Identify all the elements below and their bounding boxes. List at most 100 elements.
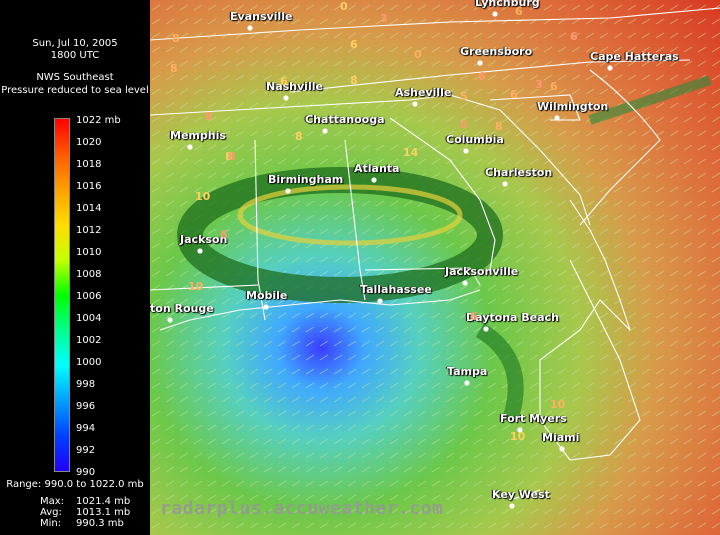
city-dot (509, 503, 515, 509)
colorbar-tick-998: 998 (76, 379, 96, 390)
pressure-contour-label: 6 (550, 80, 558, 93)
city-label: Fort Myers (500, 412, 567, 425)
avg-value: 1013.1 mb (76, 507, 131, 518)
city-label: Lynchburg (475, 0, 540, 9)
pressure-contour-label: 6 (220, 228, 228, 241)
colorbar-tick-1000: 1000 (76, 357, 102, 368)
city-label: Atlanta (354, 162, 400, 175)
city-dot (607, 65, 613, 71)
max-label: Max: (40, 496, 65, 507)
source-label: NWS Southeast (36, 72, 114, 83)
colorbar-tick-1004: 1004 (76, 313, 102, 324)
colorbar-tick-1010: 1010 (76, 247, 102, 258)
pressure-contour-label: 5 (460, 90, 468, 103)
city-dot (322, 128, 328, 134)
city-label: Cape Hatteras (590, 50, 679, 63)
colorbar-tick-1020: 1020 (76, 137, 102, 148)
city-dot (285, 188, 291, 194)
map-canvas (150, 0, 720, 535)
pressure-contour-label: 10 (188, 280, 204, 293)
colorbar-tick-1008: 1008 (76, 269, 102, 280)
city-dot (263, 304, 269, 310)
city-dot (197, 248, 203, 254)
city-dot (502, 181, 508, 187)
colorbar-tick-1018: 1018 (76, 159, 102, 170)
pressure-contour-label: 0 (414, 48, 422, 61)
pressure-contour-label: 8 (228, 150, 236, 163)
city-label: Nashville (266, 80, 323, 93)
pressure-contour-label: 8 (205, 110, 213, 123)
city-label: Evansville (230, 10, 293, 23)
pressure-contour-label: 14 (403, 146, 419, 159)
colorbar-tick-994: 994 (76, 423, 96, 434)
pressure-contour-label: 6 (478, 70, 486, 83)
pressure-contour-label: 10 (510, 430, 526, 443)
city-dot (477, 60, 483, 66)
city-dot (462, 280, 468, 286)
station-dots (167, 11, 613, 509)
city-dot (247, 25, 253, 31)
city-dot (187, 144, 193, 150)
city-dot (463, 148, 469, 154)
city-label: ton Rouge (150, 302, 214, 315)
radar-band (177, 167, 503, 303)
city-dot (412, 101, 418, 107)
watermark: radarplus.accuweather.com (160, 498, 444, 519)
city-label: Columbia (446, 133, 504, 146)
city-label: Tallahassee (360, 283, 432, 296)
max-value: 1021.4 mb (76, 496, 131, 507)
colorbar-tick-1014: 1014 (76, 203, 102, 214)
colorbar-tick-992: 992 (76, 445, 96, 456)
range-label: Range: 990.0 to 1022.0 mb (6, 479, 144, 490)
city-label: Asheville (395, 86, 452, 99)
city-label: Jacksonville (445, 265, 519, 278)
product-label: Pressure reduced to sea level (1, 85, 149, 96)
city-label: Chattanooga (305, 113, 385, 126)
pressure-contour-label: 6 (460, 118, 468, 131)
pressure-contour-label: 6 (470, 310, 478, 323)
city-label: Charleston (485, 166, 553, 179)
city-dot (492, 11, 498, 17)
colorbar-tick-1002: 1002 (76, 335, 102, 346)
colorbar-tick-990: 990 (76, 467, 96, 478)
city-dot (283, 95, 289, 101)
state-borders (150, 7, 720, 501)
min-value: 990.3 mb (76, 518, 124, 529)
pressure-contour-label: 6 (280, 75, 288, 88)
min-label: Min: (40, 518, 62, 529)
date-label: Sun, Jul 10, 2005 (32, 38, 118, 49)
pressure-contour-label: 8 (172, 32, 180, 45)
pressure-contour-label: 0 (340, 0, 348, 13)
city-dot (483, 326, 489, 332)
pressure-contour-label: 8 (350, 74, 358, 87)
city-label: Key West (492, 488, 550, 501)
pressure-contour-label: 8 (295, 130, 303, 143)
colorbar-tick-996: 996 (76, 401, 96, 412)
time-label: 1800 UTC (50, 50, 100, 61)
colorbar-tick-1012: 1012 (76, 225, 102, 236)
pressure-contour-label: 8 (170, 62, 178, 75)
city-dot (554, 115, 560, 121)
avg-label: Avg: (40, 507, 62, 518)
pressure-contour-label: 10 (550, 398, 566, 411)
city-label: Mobile (246, 289, 288, 302)
pressure-contour-label: 3 (535, 78, 543, 91)
colorbar-top-label: 1022 mb (76, 115, 121, 126)
city-label: Tampa (447, 365, 488, 378)
colorbar-tick-1016: 1016 (76, 181, 102, 192)
pressure-contour-label: 6 (350, 38, 358, 51)
city-dot (464, 380, 470, 386)
city-label: Daytona Beach (466, 311, 559, 324)
legend-panel: Sun, Jul 10, 2005 1800 UTC NWS Southeast… (0, 0, 150, 535)
colorbar-tick-1006: 1006 (76, 291, 102, 302)
pressure-colorbar (54, 118, 70, 472)
city-dot (371, 177, 377, 183)
city-label: Memphis (170, 129, 226, 142)
city-dot (517, 427, 523, 433)
pressure-map[interactable]: Evansville Lynchburg Greensboro Cape Hatter… (150, 0, 720, 535)
pressure-contour-label: 10 (195, 190, 211, 203)
pressure-contour-label: 6 (515, 5, 523, 18)
city-dot (559, 446, 565, 452)
city-dot (167, 317, 173, 323)
pressure-contour-label: 8 (225, 150, 233, 163)
